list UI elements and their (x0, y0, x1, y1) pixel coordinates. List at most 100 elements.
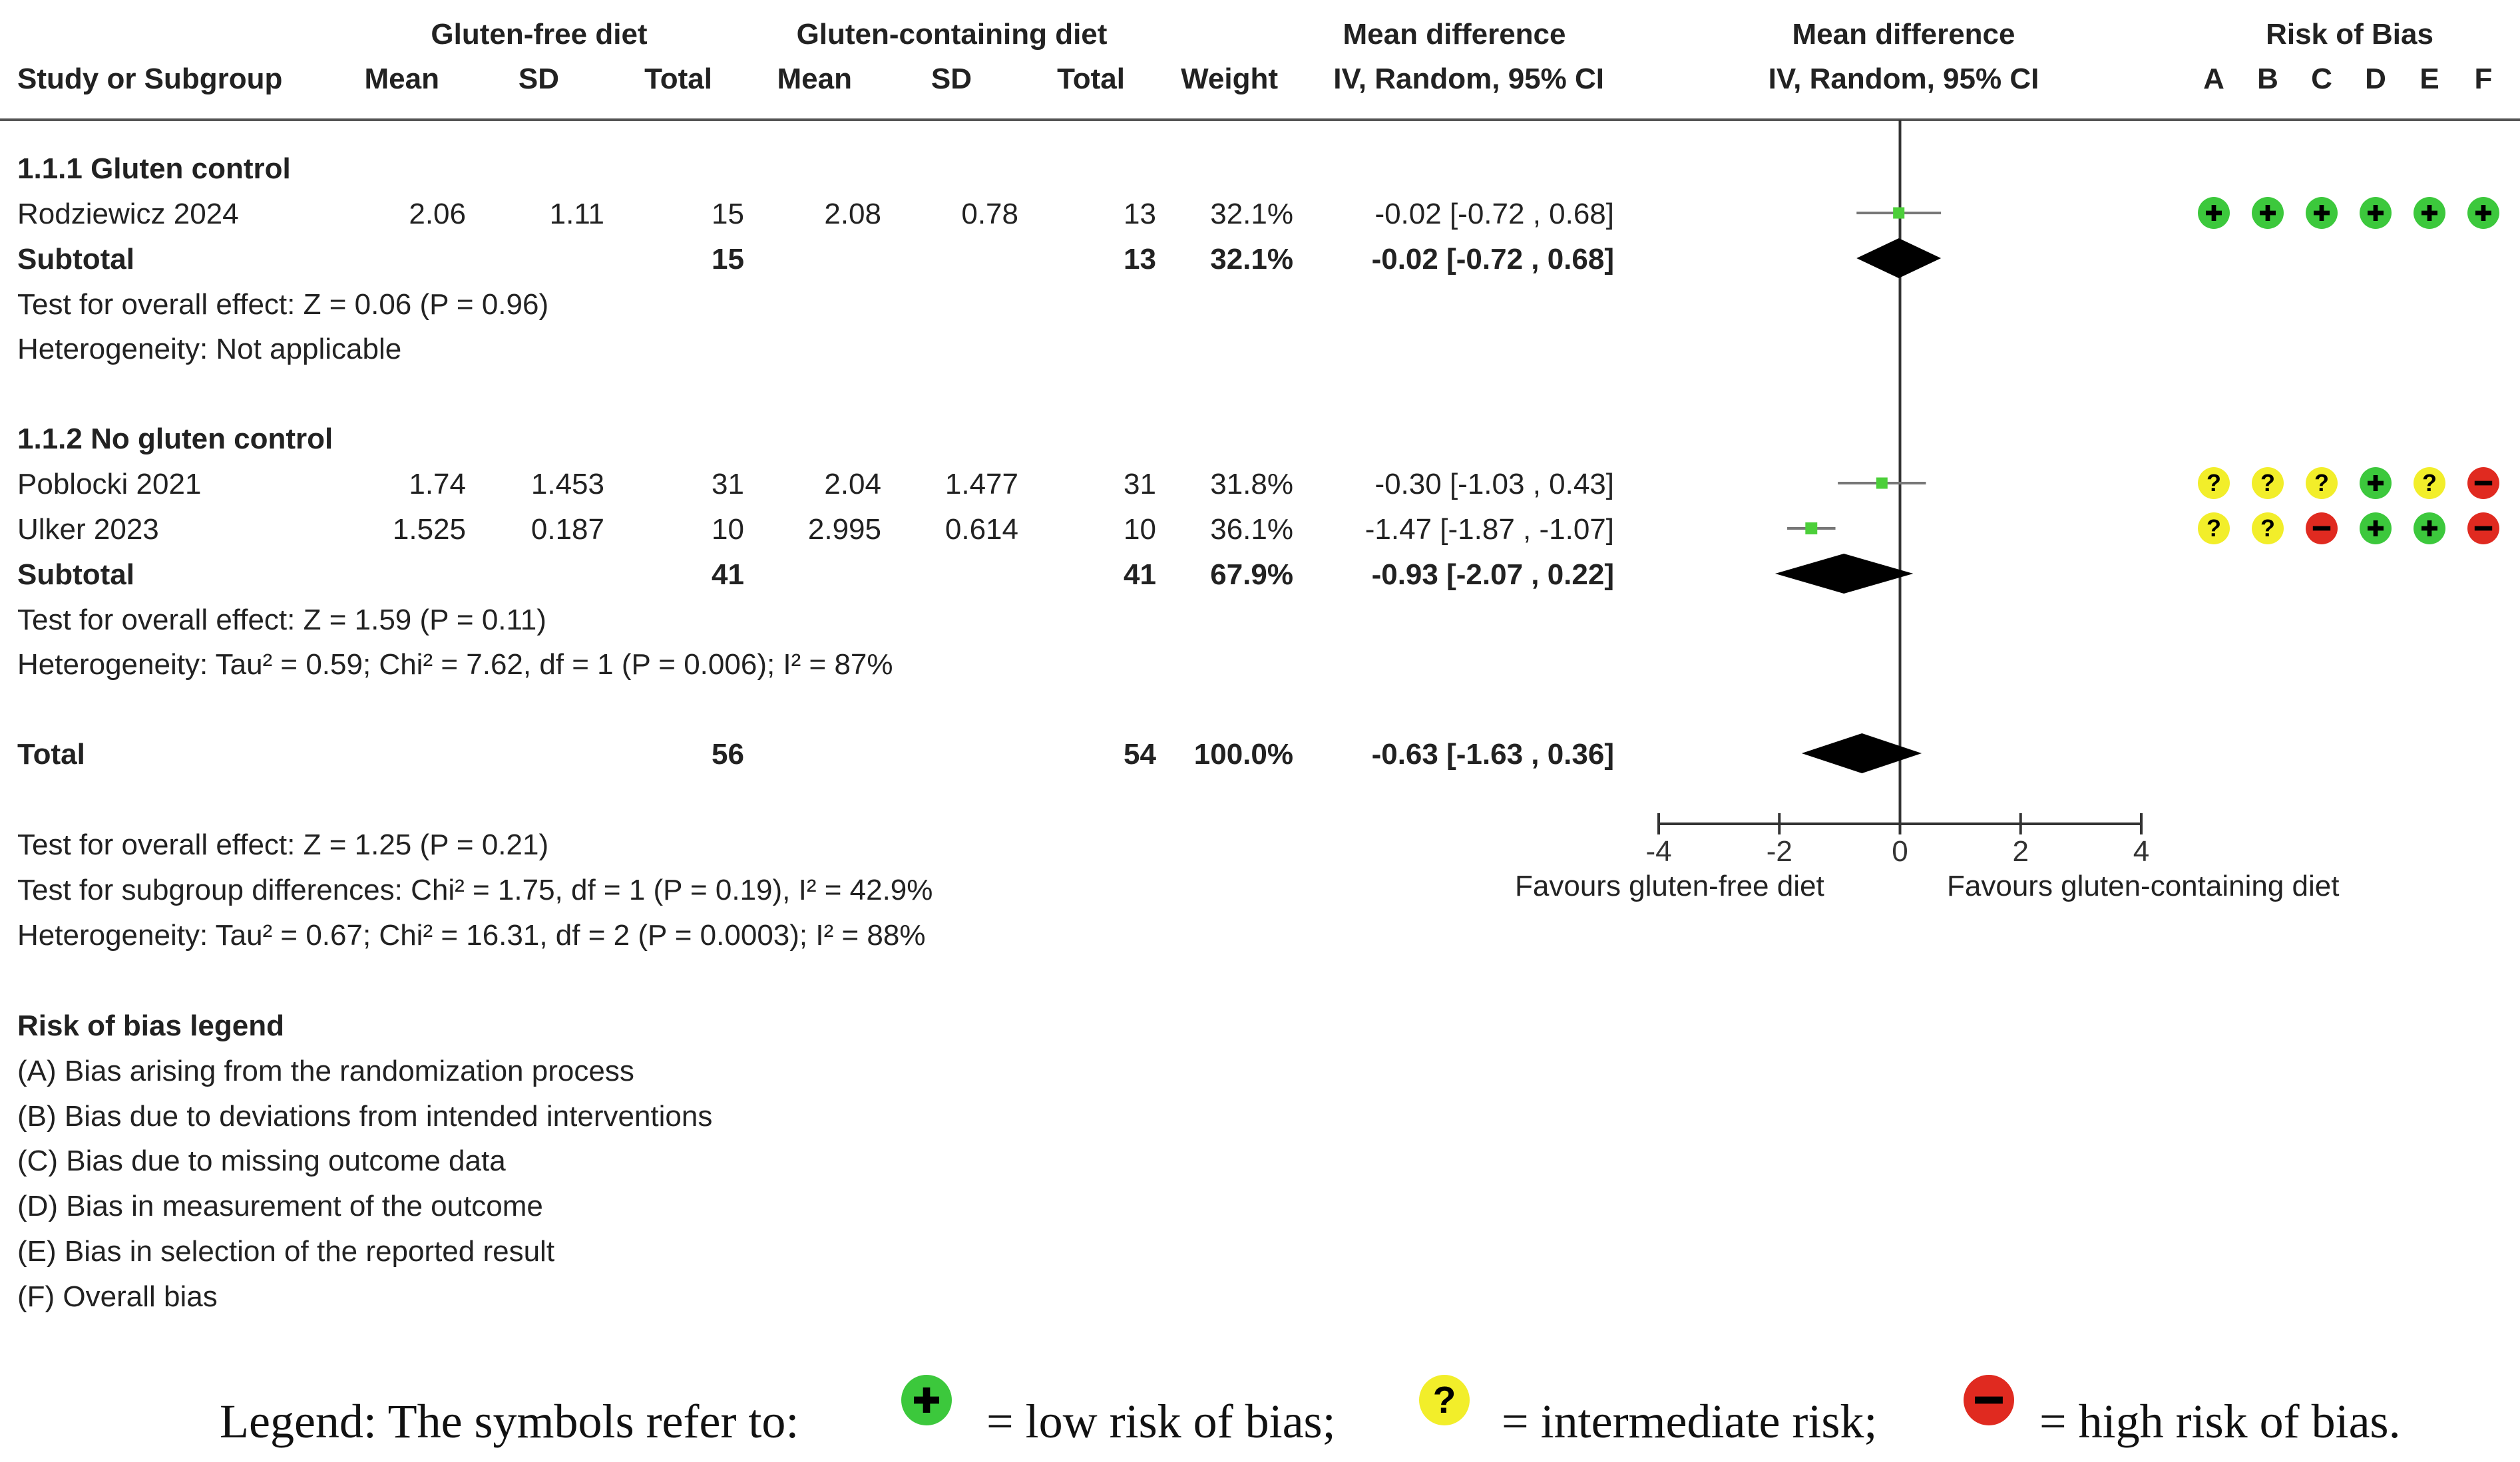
rob-legend-item: (B) Bias due to deviations from intended… (17, 1100, 713, 1133)
total-n1: 56 (712, 738, 744, 771)
study-column-header: Study or Subgroup (17, 63, 283, 95)
subtotal-ci: -0.93 [-2.07 , 0.22] (1371, 558, 1614, 591)
rob-legend-item: (A) Bias arising from the randomization … (17, 1055, 634, 1087)
pooled-diamond (1775, 554, 1914, 594)
ci-value: -0.02 [-0.72 , 0.68] (1374, 198, 1614, 230)
subgroup-2-title: 1.1.2 No gluten control (17, 423, 333, 455)
subtotal-total2: 13 (1124, 243, 1156, 275)
effect-square (1876, 477, 1888, 489)
intermediate-risk-icon: ? (1419, 1375, 1470, 1425)
low-risk-icon (901, 1375, 952, 1425)
overall-effect-text: Test for overall effect: Z = 0.06 (P = 0… (17, 288, 549, 321)
group2-header: Gluten-containing diet (796, 18, 1108, 51)
overall-effect-text: Test for overall effect: Z = 1.59 (P = 0… (17, 604, 546, 636)
question-mark: ? (2422, 469, 2437, 496)
total2-header: Total (1057, 63, 1125, 95)
x-tick-label: 0 (1892, 835, 1908, 868)
x-label-right: Favours gluten-containing diet (1947, 870, 2340, 902)
ci-value: -0.30 [-1.03 , 0.43] (1374, 468, 1614, 500)
total1-header: Total (644, 63, 712, 95)
effect-square (1805, 522, 1818, 534)
rob-domain-b: B (2257, 63, 2278, 95)
md-column-title: Mean difference (1343, 18, 1566, 51)
legend-intermediate-text: = intermediate risk; (1502, 1395, 1878, 1448)
overall-effect-text: Test for overall effect: Z = 1.25 (P = 0… (17, 828, 549, 861)
subgroup-differences-text: Test for subgroup differences: Chi² = 1.… (17, 874, 933, 906)
legend-symbols: ? (901, 1375, 2014, 1425)
low-risk-icon (2467, 197, 2499, 229)
rob-legend-title: Risk of bias legend (17, 1009, 284, 1042)
symbol-circle (2306, 467, 2338, 499)
subtotal-weight: 32.1% (1210, 243, 1293, 275)
heterogeneity-text: Heterogeneity: Not applicable (17, 333, 402, 365)
group1-header: Gluten-free diet (431, 18, 648, 51)
weight-value: 32.1% (1210, 198, 1293, 230)
rob-domain-e: E (2419, 63, 2439, 95)
total2-value: 31 (1124, 468, 1156, 500)
sd2-value: 1.477 (945, 468, 1018, 500)
subtotal-total2: 41 (1124, 558, 1156, 591)
mean2-value: 2.04 (824, 468, 881, 500)
study-name: Poblocki 2021 (17, 468, 202, 500)
subtotal-total1: 41 (712, 558, 744, 591)
low-risk-icon (2360, 197, 2392, 229)
mean1-value: 2.06 (409, 198, 466, 230)
subtotal-label: Subtotal (17, 558, 134, 591)
effect-square (1893, 207, 1905, 219)
high-risk-icon (1964, 1375, 2014, 1425)
mean2-header: Mean (777, 63, 852, 95)
rob-domain-f: F (2474, 63, 2493, 95)
rob-domain-a: A (2203, 63, 2224, 95)
weight-value: 31.8% (1210, 468, 1293, 500)
total2-value: 10 (1124, 513, 1156, 546)
total-n2: 54 (1124, 738, 1156, 771)
low-risk-icon (2360, 467, 2392, 499)
study-name: Rodziewicz 2024 (17, 198, 239, 230)
mean2-value: 2.08 (824, 198, 881, 230)
sd1-value: 1.11 (549, 198, 604, 230)
rob-legend-item: (E) Bias in selection of the reported re… (17, 1235, 555, 1268)
low-risk-icon (2306, 197, 2338, 229)
subtotal-label: Subtotal (17, 243, 134, 275)
x-axis-ticks: -4 -2 0 2 4 (1645, 813, 2149, 868)
low-risk-icon (2360, 512, 2392, 544)
plot-method-header: IV, Random, 95% CI (1768, 63, 2039, 95)
symbol-circle (2414, 467, 2445, 499)
x-tick-label: 4 (2133, 835, 2149, 868)
pooled-diamond (1856, 238, 1942, 278)
risk-of-bias-symbols: ?????? (2198, 197, 2499, 544)
symbol-circle (1419, 1375, 1470, 1425)
heterogeneity-text: Heterogeneity: Tau² = 0.67; Chi² = 16.31… (17, 919, 926, 952)
sd2-value: 0.614 (945, 513, 1018, 546)
mean1-header: Mean (364, 63, 439, 95)
pooled-diamond (1801, 733, 1922, 773)
symbol-circle (2198, 512, 2230, 544)
total1-value: 31 (712, 468, 744, 500)
question-mark: ? (2314, 469, 2329, 496)
intermediate-risk-icon: ? (2252, 467, 2284, 499)
x-tick-label: 2 (2013, 835, 2029, 868)
symbol-circle (2252, 512, 2284, 544)
intermediate-risk-icon: ? (2198, 512, 2230, 544)
weight-value: 36.1% (1210, 513, 1293, 546)
rob-title: Risk of Bias (2266, 18, 2433, 51)
x-label-left: Favours gluten-free diet (1515, 870, 1824, 902)
total1-value: 15 (712, 198, 744, 230)
question-mark: ? (2260, 514, 2275, 542)
ci-value: -1.47 [-1.87 , -1.07] (1365, 513, 1614, 546)
symbol-circle (2198, 467, 2230, 499)
mean1-value: 1.525 (392, 513, 466, 546)
legend-low-text: = low risk of bias; (986, 1395, 1336, 1448)
low-risk-icon (2414, 512, 2445, 544)
subtotal-weight: 67.9% (1210, 558, 1293, 591)
high-risk-icon (2467, 512, 2499, 544)
header-divider (0, 118, 2520, 121)
question-mark: ? (1433, 1379, 1456, 1421)
high-risk-icon (2306, 512, 2338, 544)
low-risk-icon (2198, 197, 2230, 229)
sd2-value: 0.78 (961, 198, 1018, 230)
effect-marks (1775, 207, 1942, 773)
x-tick-label: -4 (1645, 835, 1671, 868)
low-risk-icon (2414, 197, 2445, 229)
